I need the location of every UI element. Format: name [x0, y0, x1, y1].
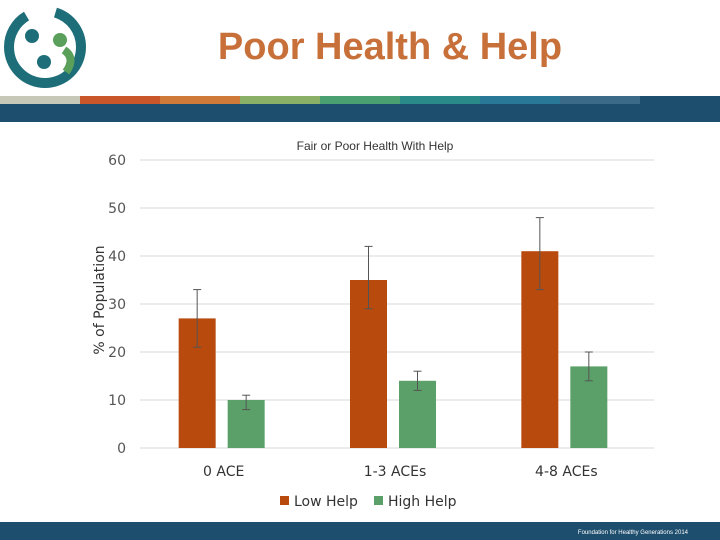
y-tick-label: 20	[108, 345, 126, 361]
legend-label: High Help	[388, 494, 457, 510]
legend-label: Low Help	[294, 494, 358, 510]
stripe-segment	[400, 96, 480, 104]
logo-person-icon	[53, 33, 67, 47]
y-tick-label: 40	[108, 249, 126, 265]
stripe-segment	[320, 96, 400, 104]
y-tick-label: 10	[108, 393, 126, 409]
x-category-label: 0 ACE	[203, 464, 244, 480]
x-category-label: 4-8 ACEs	[535, 464, 598, 480]
slide-title: Poor Health & Help	[217, 26, 563, 68]
stripe-segment	[480, 96, 560, 104]
legend-swatch	[280, 496, 289, 505]
x-category-label: 1-3 ACEs	[364, 464, 427, 480]
stripe-segment	[640, 96, 720, 104]
logo-ring-icon	[4, 6, 86, 88]
logo-person-icon	[37, 55, 51, 69]
stripe-segment	[560, 96, 640, 104]
bar-high-help	[399, 380, 436, 448]
stripe-segment	[240, 96, 320, 104]
stripe-segment	[160, 96, 240, 104]
header-band	[0, 104, 720, 122]
y-tick-label: 60	[108, 153, 126, 169]
stripe-segment	[80, 96, 160, 104]
footer-text: Foundation for Healthy Generations 2014	[577, 530, 688, 536]
y-tick-label: 30	[108, 297, 126, 313]
stripe-segment	[0, 96, 80, 104]
bar-chart: Fair or Poor Health With Help % of Popul…	[92, 139, 654, 510]
y-axis-label: % of Population	[92, 245, 108, 354]
footer-band: Foundation for Healthy Generations 2014	[0, 522, 720, 540]
y-tick-label: 50	[108, 201, 126, 217]
chart-title: Fair or Poor Health With Help	[297, 139, 454, 153]
logo-person-icon	[25, 29, 39, 43]
color-stripe	[0, 96, 720, 104]
y-tick-label: 0	[117, 441, 126, 457]
legend-swatch	[374, 496, 383, 505]
organization-logo	[4, 6, 86, 88]
